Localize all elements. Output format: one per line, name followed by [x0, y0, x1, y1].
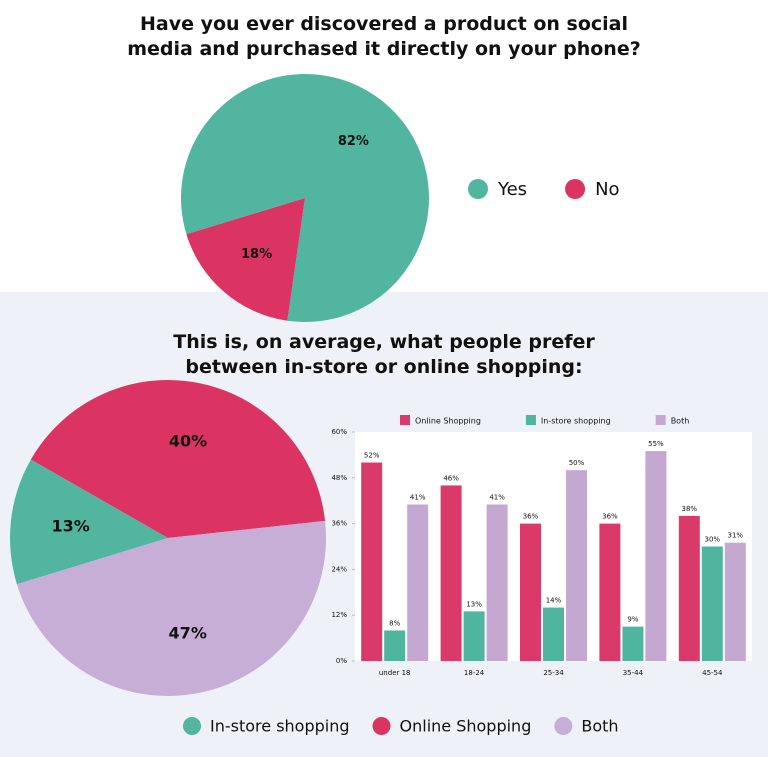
y-tick-label: 24% [331, 565, 347, 573]
data-label: 13% [466, 600, 482, 608]
legend-label: In-store shopping [541, 417, 611, 426]
legend-label: In-store shopping [210, 717, 350, 736]
data-label: 9% [627, 616, 638, 624]
chart-title: Have you ever discovered a product on so… [127, 13, 641, 60]
pie-slice [30, 380, 326, 538]
y-tick-label: 36% [331, 520, 347, 528]
legend-swatch [468, 179, 488, 199]
bar [622, 626, 644, 661]
legend-swatch [372, 717, 391, 735]
legend-label: Online Shopping [400, 717, 532, 736]
data-label: 13% [52, 517, 90, 536]
pie-slice [186, 198, 305, 321]
legend-label: Both [671, 417, 690, 426]
chart-title: This is, on average, what people prefer … [173, 331, 595, 378]
legend-swatch [655, 415, 666, 425]
legend-label: Online Shopping [415, 417, 481, 426]
data-label: 36% [523, 513, 539, 521]
x-tick-label: under 18 [379, 669, 411, 677]
legend-swatch [400, 415, 410, 425]
data-label: 14% [546, 597, 562, 605]
legend-swatch [554, 717, 573, 735]
bar [724, 542, 746, 661]
pie-slice [16, 520, 327, 697]
data-label: 52% [364, 452, 380, 460]
data-label: 41% [489, 494, 505, 502]
legend-swatch [183, 717, 201, 735]
bar [599, 523, 621, 661]
data-label: 36% [602, 513, 618, 521]
x-tick-label: 18-24 [464, 669, 485, 677]
data-label: 50% [569, 459, 585, 467]
y-tick-label: 48% [331, 474, 347, 482]
y-tick-label: 0% [336, 657, 347, 665]
bar [440, 485, 462, 661]
bar [701, 546, 723, 661]
data-label: 47% [169, 623, 207, 642]
bar [520, 523, 541, 661]
bar [486, 504, 508, 661]
data-label: 31% [728, 532, 744, 540]
bar [543, 607, 564, 661]
bar [407, 504, 429, 661]
bar [678, 515, 700, 661]
y-tick-label: 60% [331, 428, 347, 436]
y-tick-label: 12% [331, 611, 347, 619]
legend-swatch [525, 415, 536, 425]
legend-swatch [565, 179, 586, 199]
data-label: 8% [389, 619, 400, 627]
legend-label: Yes [497, 179, 527, 200]
bar [463, 611, 485, 661]
data-label: 38% [682, 505, 698, 513]
bar [384, 630, 406, 661]
data-label: 46% [443, 474, 459, 482]
pie-slice [10, 459, 169, 585]
data-label: 18% [241, 247, 272, 262]
data-label: 55% [648, 440, 664, 448]
pie-slice [181, 73, 430, 322]
x-tick-label: 25-34 [543, 669, 564, 677]
x-tick-label: 35-44 [623, 669, 644, 677]
data-label: 40% [169, 432, 207, 451]
bar [361, 462, 383, 661]
legend-label: No [595, 179, 619, 200]
bar [566, 470, 587, 661]
data-label: 30% [705, 536, 721, 544]
x-tick-label: 45-54 [702, 669, 723, 677]
data-label: 41% [410, 494, 426, 502]
legend-label: Both [581, 717, 618, 736]
bar [645, 451, 667, 661]
data-label: 82% [338, 134, 369, 149]
